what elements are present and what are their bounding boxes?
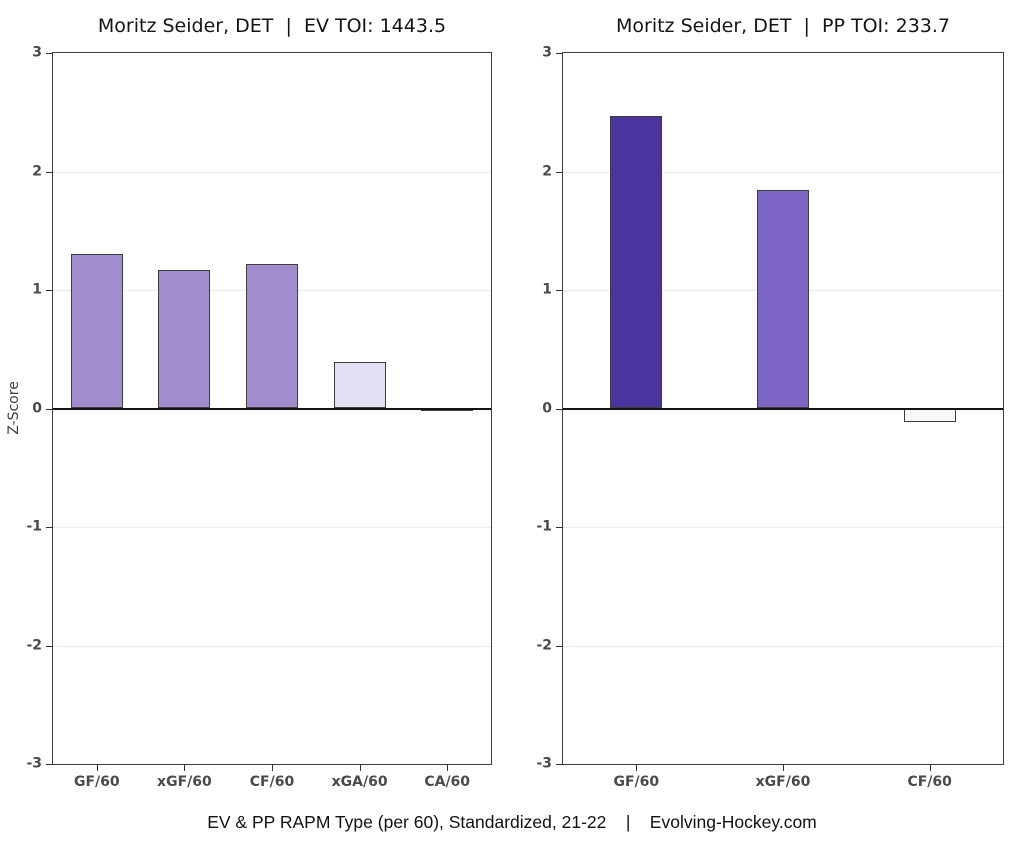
gridline-y2 bbox=[53, 171, 491, 173]
x-tick-label: CF/60 bbox=[249, 774, 295, 790]
bar-gf-60 bbox=[610, 115, 663, 409]
y-tick-mark bbox=[46, 290, 53, 291]
y-tick-mark bbox=[46, 171, 53, 173]
y-tick-label: -1 bbox=[536, 518, 552, 535]
y-tick-label: 2 bbox=[542, 163, 552, 180]
x-tick-mark bbox=[359, 764, 361, 771]
y-tick-label: 3 bbox=[32, 44, 42, 61]
x-tick-mark bbox=[929, 764, 931, 771]
gridline-y2 bbox=[563, 171, 1003, 173]
x-tick-label: CA/60 bbox=[424, 774, 471, 790]
figure-caption: EV & PP RAPM Type (per 60), Standardized… bbox=[207, 812, 817, 832]
x-tick-label: GF/60 bbox=[73, 774, 120, 790]
y-tick-mark bbox=[46, 53, 53, 54]
x-tick-label: xGF/60 bbox=[755, 774, 811, 790]
y-tick-label: -3 bbox=[536, 755, 552, 772]
y-tick-mark bbox=[46, 527, 53, 528]
y-tick-label: 1 bbox=[542, 281, 552, 298]
gridline-y-2 bbox=[53, 645, 491, 647]
bar-cf-60 bbox=[246, 263, 298, 409]
y-tick-label: 0 bbox=[32, 400, 42, 417]
pp-plot-area: 3 2 1 0 -1 -2 -3 GF/60 xGF/60 CF/60 bbox=[536, 45, 1004, 790]
gridline-y-1 bbox=[563, 527, 1003, 528]
x-tick-label: xGF/60 bbox=[157, 774, 212, 790]
x-tick-label: GF/60 bbox=[613, 774, 660, 790]
y-tick-mark bbox=[556, 527, 563, 528]
y-tick-label: 2 bbox=[32, 163, 42, 180]
gridline-y-2 bbox=[563, 645, 1003, 647]
y-tick-mark bbox=[556, 290, 563, 291]
y-tick-label: 0 bbox=[542, 400, 552, 417]
y-tick-label: -3 bbox=[26, 755, 42, 772]
y-tick-label: 1 bbox=[32, 281, 42, 298]
y-tick-label: -2 bbox=[26, 637, 42, 654]
gridline-y-1 bbox=[53, 527, 491, 528]
y-tick-mark bbox=[556, 764, 563, 765]
pp-panel-title: Moritz Seider, DET | PP TOI: 233.7 bbox=[616, 15, 950, 37]
y-axis-title: Z-Score bbox=[6, 381, 22, 435]
y-tick-mark bbox=[46, 645, 53, 647]
y-tick-label: 3 bbox=[542, 44, 552, 61]
y-tick-label: -2 bbox=[536, 637, 552, 654]
zero-baseline bbox=[53, 407, 491, 410]
x-tick-label: CF/60 bbox=[907, 774, 952, 790]
x-tick-mark bbox=[783, 764, 784, 771]
bar-gf-60 bbox=[70, 254, 123, 409]
ev-panel-title: Moritz Seider, DET | EV TOI: 1443.5 bbox=[97, 15, 447, 37]
bar-xga-60 bbox=[333, 362, 386, 409]
y-tick-label: -1 bbox=[26, 518, 42, 535]
x-tick-mark bbox=[447, 764, 449, 771]
x-tick-mark bbox=[636, 764, 638, 771]
zero-baseline bbox=[563, 407, 1003, 410]
y-tick-mark bbox=[556, 53, 563, 54]
y-tick-mark bbox=[556, 408, 563, 410]
y-tick-mark bbox=[46, 408, 53, 410]
y-tick-mark bbox=[556, 171, 563, 173]
x-tick-mark bbox=[96, 764, 98, 771]
bar-cf-60 bbox=[903, 408, 956, 422]
x-tick-label: xGA/60 bbox=[331, 774, 388, 790]
y-tick-mark bbox=[46, 764, 53, 765]
bar-xgf-60 bbox=[757, 190, 809, 409]
x-tick-mark bbox=[184, 764, 186, 771]
bar-xgf-60 bbox=[158, 269, 211, 409]
ev-plot-area: 3 2 1 0 -1 -2 -3 GF/60 xGF/60 CF/60 xGA/60 CA/60 bbox=[26, 45, 492, 790]
y-tick-mark bbox=[556, 645, 563, 647]
x-tick-mark bbox=[272, 764, 273, 771]
